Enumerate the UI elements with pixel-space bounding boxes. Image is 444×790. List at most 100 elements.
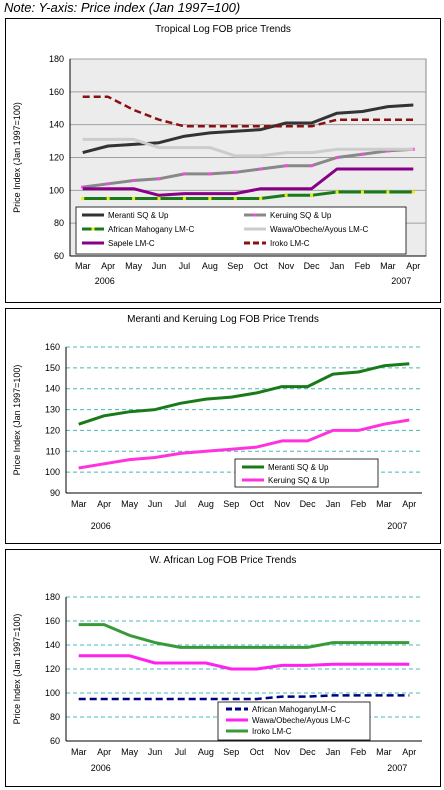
- year-label: 2007: [387, 763, 407, 773]
- data-point: [284, 164, 288, 168]
- y-tick-label: 100: [45, 688, 60, 698]
- y-tick-label: 140: [45, 640, 60, 650]
- x-tick-label: Mar: [380, 261, 396, 271]
- data-point: [310, 164, 314, 168]
- y-tick-label: 150: [45, 363, 60, 373]
- y-tick-label: 160: [49, 87, 64, 97]
- series-line: [82, 147, 414, 189]
- x-tick-label: Nov: [274, 747, 291, 757]
- x-tick-label: Feb: [351, 747, 367, 757]
- x-tick-label: Dec: [300, 499, 317, 509]
- data-point: [335, 156, 339, 159]
- legend-label: Meranti SQ & Up: [108, 211, 169, 220]
- data-point: [233, 197, 237, 201]
- x-tick-label: Aug: [198, 499, 214, 509]
- x-tick-label: Apr: [402, 747, 416, 757]
- data-point: [386, 149, 390, 153]
- x-tick-label: Oct: [250, 747, 265, 757]
- x-tick-label: Oct: [250, 499, 265, 509]
- x-tick-label: Aug: [198, 747, 214, 757]
- data-point: [386, 190, 390, 194]
- x-tick-label: Nov: [274, 499, 291, 509]
- chart-title: W. African Log FOB Price Trends: [149, 555, 297, 566]
- data-point: [411, 190, 415, 194]
- legend-box: [75, 206, 407, 255]
- x-tick-label: Jan: [326, 747, 341, 757]
- legend-label: Iroko LM-C: [252, 727, 292, 736]
- y-tick-label: 60: [50, 736, 60, 746]
- series-line: [82, 137, 414, 158]
- x-tick-label: Jun: [148, 499, 163, 509]
- x-tick-label: Aug: [202, 261, 218, 271]
- year-label: 2006: [95, 276, 115, 286]
- x-tick-label: Jun: [148, 747, 163, 757]
- x-tick-label: Jun: [152, 261, 167, 271]
- data-point: [132, 178, 136, 182]
- x-tick-label: Jul: [175, 747, 187, 757]
- y-tick-label: 160: [45, 342, 60, 352]
- chart-tropical-log-panel: Tropical Log FOB price Trends 60 80 100 120…: [5, 18, 441, 303]
- chart-w-african-log-svg: 60 80 100 120 140 160 180 Mar Apr May Jun Jul Aug Sep…: [12, 592, 422, 773]
- x-tick-label: Sep: [223, 747, 239, 757]
- data-point: [106, 182, 110, 186]
- x-tick-label: Sep: [223, 499, 239, 509]
- series-line: [82, 95, 414, 128]
- x-tick-label: Jan: [326, 499, 341, 509]
- data-point: [182, 197, 186, 201]
- data-point: [360, 190, 364, 194]
- series-line: [78, 654, 410, 671]
- legend-marker: [253, 213, 257, 217]
- year-label: 2007: [387, 521, 407, 531]
- data-point: [208, 172, 212, 176]
- y-tick-label: 180: [49, 54, 64, 64]
- y-tick-label: 60: [54, 251, 64, 261]
- series-line: [82, 103, 414, 155]
- data-point: [157, 197, 161, 201]
- chart-meranti-keruing-panel: Meranti and Keruing Log FOB Price Trends…: [5, 308, 441, 544]
- data-point: [182, 172, 186, 176]
- y-tick-label: 130: [45, 405, 60, 415]
- x-tick-label: Mar: [376, 499, 392, 509]
- x-tick-label: May: [121, 747, 139, 757]
- data-point: [259, 167, 263, 171]
- x-tick-label: Apr: [406, 261, 420, 271]
- data-point: [259, 197, 263, 201]
- data-point: [310, 193, 314, 197]
- y-tick-label: 80: [50, 712, 60, 722]
- chart-meranti-keruing-svg: 90 100 110 120 130 140 150 160 Mar Apr May Jun Jul Au…: [12, 342, 422, 531]
- legend-label: Wawa/Obeche/Ayous LM-C: [270, 225, 368, 234]
- x-tick-label: Jul: [179, 261, 191, 271]
- y-tick-label: 140: [45, 384, 60, 394]
- x-tick-label: Mar: [75, 261, 91, 271]
- legend-label: Keruing SQ & Up: [268, 476, 330, 485]
- y-axis-title: Price Index (Jan 1997=100): [12, 102, 22, 213]
- data-point: [106, 197, 110, 201]
- x-tick-label: Apr: [101, 261, 115, 271]
- chart-title: Tropical Log FOB price Trends: [155, 24, 291, 35]
- x-tick-label: Apr: [402, 499, 416, 509]
- legend-label: African Mahogany LM-C: [108, 225, 194, 234]
- x-tick-label: Mar: [376, 747, 392, 757]
- x-tick-label: Dec: [300, 747, 317, 757]
- chart-tropical-log-svg: 60 80 100 120 140 160 180 Mar Apr May Jun Jul Aug Sep…: [12, 54, 427, 286]
- y-tick-label: 90: [50, 488, 60, 498]
- y-tick-label: 100: [45, 467, 60, 477]
- data-point: [284, 193, 288, 197]
- series-line: [78, 694, 410, 701]
- series-line: [78, 362, 410, 426]
- x-tick-label: Oct: [254, 261, 269, 271]
- y-axis-title: Price Index (Jan 1997=100): [12, 614, 22, 725]
- year-label: 2007: [391, 276, 411, 286]
- x-tick-label: Nov: [278, 261, 295, 271]
- data-point: [157, 177, 161, 181]
- legend-label: Iroko LM-C: [270, 239, 310, 248]
- y-tick-label: 100: [49, 185, 64, 195]
- y-axis-title: Price Index (Jan 1997=100): [12, 365, 22, 476]
- x-tick-label: Feb: [355, 261, 371, 271]
- y-tick-label: 140: [49, 120, 64, 130]
- data-point: [360, 152, 364, 156]
- y-tick-label: 180: [45, 592, 60, 602]
- x-tick-label: Mar: [71, 747, 87, 757]
- legend-label: Meranti SQ & Up: [268, 463, 329, 472]
- data-point: [233, 170, 237, 174]
